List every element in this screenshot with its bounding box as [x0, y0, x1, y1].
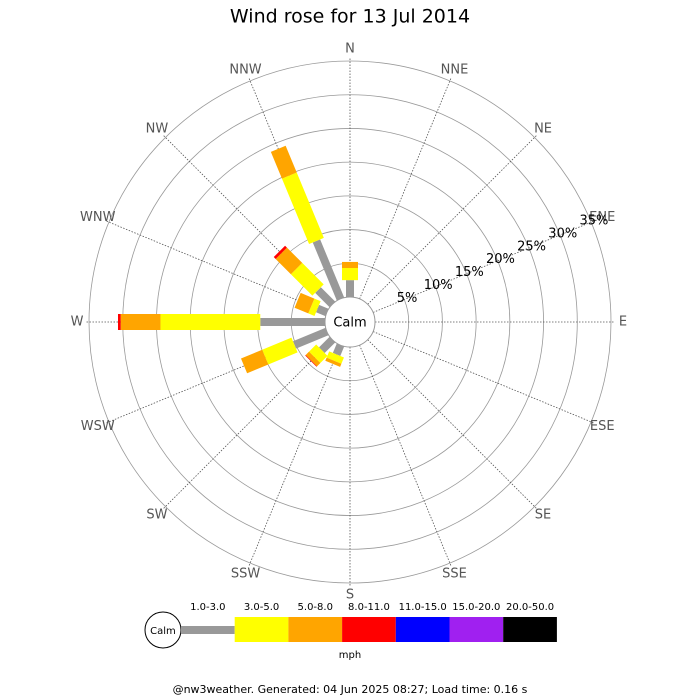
direction-label: ENE: [589, 210, 615, 225]
calm-label: Calm: [333, 316, 366, 331]
direction-label: W: [71, 315, 84, 330]
ring-label: 35%: [579, 213, 608, 228]
bar-segment: [342, 268, 358, 281]
bar-segment: [312, 239, 345, 301]
bar-segment: [308, 298, 321, 316]
direction-label: SE: [535, 508, 551, 523]
bar-segment: [270, 145, 297, 179]
legend-swatch: [181, 626, 235, 634]
bar-segment: [273, 245, 287, 259]
legend-swatch: [288, 617, 343, 642]
ring-label: 5%: [397, 291, 418, 306]
direction-label: WNW: [80, 210, 116, 225]
ring-label: 30%: [548, 226, 577, 241]
bar-segment: [260, 318, 325, 326]
legend-item: 8.0-11.0: [342, 602, 396, 642]
spoke: [359, 77, 452, 300]
bar-segment: [325, 357, 342, 367]
direction-label: NNW: [229, 62, 261, 77]
legend-swatch: [449, 617, 504, 642]
footer: @nw3weather. Generated: 04 Jun 2025 08:2…: [173, 683, 528, 696]
chart-title: Wind rose for 13 Jul 2014: [230, 6, 470, 28]
legend-item: 11.0-15.0: [395, 602, 450, 642]
spoke: [372, 331, 595, 424]
grid-ring: [88, 60, 612, 584]
spoke: [367, 339, 537, 509]
bar-segment: [309, 344, 328, 363]
legend-swatch: [395, 617, 450, 642]
legend-swatch: [503, 617, 557, 642]
bar-segment: [315, 287, 336, 308]
bar-segment: [275, 247, 303, 275]
bar-segment: [262, 337, 298, 365]
spoke: [248, 344, 341, 567]
ring-label: 20%: [486, 252, 515, 267]
direction-label: NNE: [441, 62, 469, 77]
calm-circle: [324, 296, 376, 348]
direction-label: NW: [146, 121, 169, 136]
legend-item: 15.0-20.0: [449, 602, 504, 642]
legend-label: 20.0-50.0: [506, 602, 554, 613]
legend-label: 5.0-8.0: [298, 602, 333, 613]
spoke: [105, 220, 328, 313]
bar-segment: [305, 351, 321, 367]
bar-segment: [346, 280, 354, 297]
direction-label: SSW: [231, 567, 261, 582]
bar-segment: [281, 172, 324, 245]
spoke: [372, 220, 595, 313]
legend-item: 1.0-3.0: [181, 602, 235, 634]
bar-segment: [240, 349, 269, 374]
ring-label: 25%: [517, 239, 546, 254]
legend-label: 3.0-5.0: [244, 602, 279, 613]
direction-label: N: [345, 42, 355, 57]
direction-label: E: [619, 315, 627, 330]
legend-swatch: [342, 617, 396, 642]
spoke: [367, 135, 537, 305]
legend-item: 20.0-50.0: [503, 602, 557, 642]
bar-segment: [120, 314, 161, 330]
bar-segment: [326, 351, 344, 364]
bar-segment: [160, 314, 261, 330]
direction-label: SSE: [442, 567, 467, 582]
legend-label: 8.0-11.0: [348, 602, 390, 613]
bar-segment: [316, 304, 329, 317]
direction-label: WSW: [81, 419, 115, 434]
ring-label: 10%: [424, 278, 453, 293]
direction-label: S: [346, 588, 354, 603]
ring-label: 15%: [455, 265, 484, 280]
bar-segment: [319, 336, 336, 353]
spoke: [359, 344, 452, 567]
legend-unit: mph: [339, 650, 361, 661]
bar-segment: [117, 314, 121, 330]
legend-item: 5.0-8.0: [288, 602, 343, 642]
direction-label: NE: [534, 121, 552, 136]
legend-label: 15.0-20.0: [452, 602, 500, 613]
spoke: [163, 339, 333, 509]
bar-segment: [342, 261, 358, 269]
bar-segment: [290, 262, 324, 296]
bar-segment: [292, 327, 329, 349]
bar-segment: [332, 343, 345, 356]
legend-calm-label: Calm: [150, 626, 176, 637]
bar-segment: [305, 354, 318, 367]
bar-segment: [294, 292, 315, 314]
legend-swatch: [234, 617, 289, 642]
legend-item: 3.0-5.0: [234, 602, 289, 642]
direction-label: SW: [146, 508, 167, 523]
legend-label: 11.0-15.0: [399, 602, 447, 613]
legend-label: 1.0-3.0: [190, 602, 225, 613]
direction-label: ESE: [590, 419, 615, 434]
